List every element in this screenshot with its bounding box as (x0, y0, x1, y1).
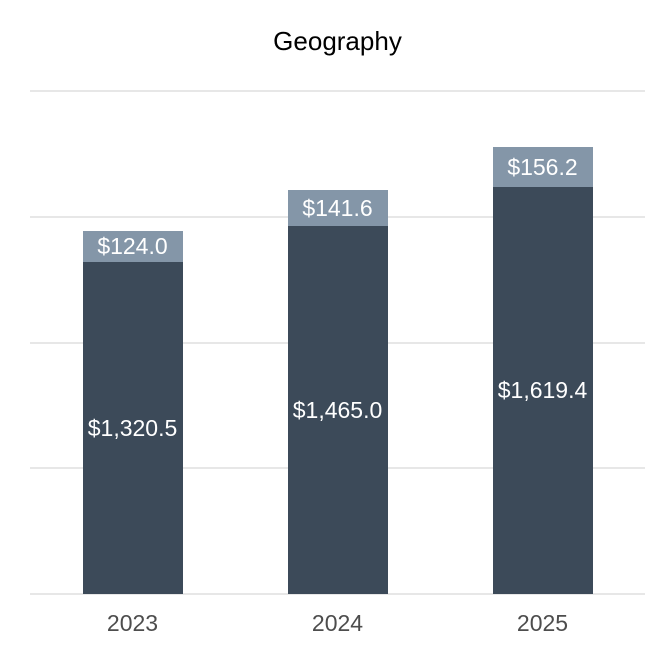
x-axis-label: 2023 (106, 610, 159, 636)
x-axis-label: 2025 (516, 610, 569, 636)
bar-value-label: $141.6 (302, 194, 373, 221)
bar-top-segment (492, 147, 593, 187)
bar-bottom-segment (287, 225, 388, 594)
bar-top-segment (287, 189, 388, 226)
bar-bottom-segment (82, 261, 183, 594)
bar-value-label: $1,619.4 (497, 377, 588, 404)
bar-value-label: $124.0 (97, 233, 168, 260)
bar-bottom-segment (492, 186, 593, 594)
gridline (30, 593, 645, 595)
bar-value-label: $156.2 (507, 154, 578, 181)
bar-value-label: $1,320.5 (87, 414, 178, 441)
x-axis-label: 2024 (311, 610, 364, 636)
chart-title: Geography (273, 26, 402, 56)
gridline (30, 90, 645, 92)
bar-value-label: $1,465.0 (292, 396, 383, 423)
bar-top-segment (82, 230, 183, 262)
